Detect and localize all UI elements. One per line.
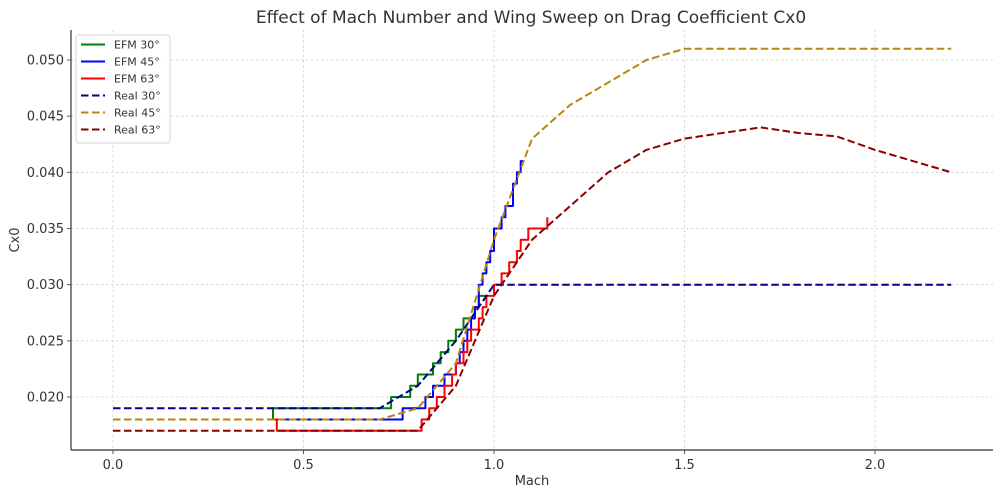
y-tick-label: 0.040	[27, 166, 64, 181]
series-line-real-63	[113, 126, 952, 432]
x-tick-label: 1.5	[674, 458, 695, 473]
y-tick-label: 0.050	[27, 54, 64, 69]
x-axis-label: Mach	[515, 474, 550, 489]
y-tick-label: 0.045	[27, 110, 64, 125]
legend: EFM 30° EFM 45° EFM 63° Real 30° Real 45° Rea…	[75, 34, 171, 144]
y-tick-label: 0.025	[27, 334, 64, 349]
series-line-real-45	[113, 47, 952, 421]
series-line-efm-45	[273, 160, 525, 421]
legend-label: Real 45°	[114, 107, 161, 120]
legend-label: EFM 45°	[114, 56, 160, 69]
chart-title: Effect of Mach Number and Wing Sweep on …	[256, 8, 806, 28]
x-tick-label: 2.0	[865, 458, 886, 473]
x-tick-label: 0.5	[293, 458, 314, 473]
y-axis-label: Cx0	[8, 227, 23, 252]
x-tick-label: 0.0	[103, 458, 124, 473]
legend-label: EFM 63°	[114, 73, 160, 86]
series-line-efm-63	[273, 217, 549, 432]
series-line-real-30	[113, 283, 952, 410]
legend-label: Real 30°	[114, 90, 161, 103]
y-tick-label: 0.035	[27, 222, 64, 237]
x-axis: 0.0 0.5 1.0 1.5 2.0	[103, 450, 886, 473]
y-axis: 0.020 0.025 0.030 0.035 0.040 0.045 0.050	[27, 54, 71, 406]
x-tick-label: 1.0	[484, 458, 505, 473]
legend-label: EFM 30°	[114, 39, 160, 52]
legend-label: Real 63°	[114, 124, 161, 137]
series-line-efm-30	[272, 294, 487, 420]
series-group	[113, 47, 952, 432]
y-tick-label: 0.030	[27, 278, 64, 293]
y-tick-label: 0.020	[27, 391, 64, 406]
